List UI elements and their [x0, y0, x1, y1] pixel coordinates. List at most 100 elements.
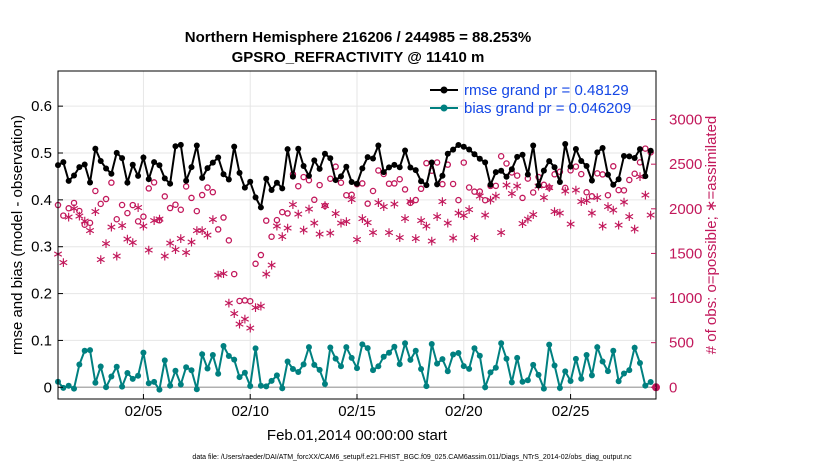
bias-point — [610, 347, 617, 354]
bias-point — [450, 351, 457, 358]
bias-point — [167, 382, 174, 389]
possible-obs-marker — [268, 233, 275, 240]
possible-obs-marker — [610, 163, 617, 170]
assimilated-obs-marker: ∗ — [122, 231, 134, 247]
bias-point — [556, 384, 563, 391]
assimilated-obs-marker: ∗ — [244, 321, 256, 337]
possible-obs-marker — [620, 187, 628, 194]
possible-obs-marker — [417, 185, 425, 193]
assimilated-obs-marker: ∗ — [207, 212, 219, 228]
bias-point — [546, 341, 553, 348]
possible-obs-marker — [76, 207, 83, 215]
assimilated-obs-marker: ∗ — [356, 211, 368, 227]
bias-point — [321, 380, 328, 387]
assimilated-obs-marker: ∗ — [522, 212, 534, 228]
rmse-point — [279, 185, 286, 192]
assimilated-obs-marker: ∗ — [538, 190, 550, 206]
assimilated-obs-marker: ∗ — [426, 233, 438, 249]
possible-obs-marker — [407, 199, 414, 207]
rmse-point — [594, 149, 601, 156]
bias-point — [209, 352, 216, 359]
rmse-point — [284, 146, 291, 153]
bias-point — [354, 365, 360, 372]
rmse-point — [620, 152, 627, 159]
bias-point — [140, 349, 147, 356]
bias-point — [487, 369, 494, 376]
bias-point — [241, 369, 248, 376]
bias-point — [514, 354, 521, 361]
possible-obs-marker — [631, 170, 638, 177]
rmse-point — [476, 155, 483, 162]
assimilated-obs-marker: ∗ — [159, 248, 171, 264]
bias-point — [428, 341, 435, 348]
possible-obs-marker — [583, 189, 590, 196]
possible-obs-marker — [364, 200, 371, 207]
possible-obs-marker — [465, 184, 473, 191]
assimilated-obs-marker: ∗ — [559, 183, 571, 199]
assimilated-obs-marker: ∗ — [324, 226, 336, 242]
assimilated-obs-marker: ∗ — [645, 207, 657, 223]
assimilated-obs-marker: ∗ — [389, 197, 401, 213]
assimilated-obs-marker: ∗ — [319, 198, 331, 214]
bias-point — [530, 361, 537, 368]
bias-point — [642, 382, 649, 389]
bias-point — [252, 345, 259, 352]
possible-obs-marker — [401, 186, 409, 193]
rmse-point — [60, 159, 67, 166]
rmse-point — [578, 158, 585, 165]
assimilated-obs-marker: ∗ — [442, 215, 454, 231]
rmse-point — [113, 149, 120, 156]
rmse-point — [337, 173, 344, 180]
rmse-point — [97, 157, 104, 164]
possible-obs-marker — [140, 213, 147, 220]
assimilated-obs-marker: ∗ — [570, 182, 582, 198]
rmse-point — [428, 159, 435, 166]
rmse-point — [498, 167, 505, 174]
possible-obs-marker — [316, 181, 323, 189]
right-tick-label: 0 — [669, 379, 677, 396]
assimilated-obs-marker: ∗ — [575, 194, 587, 210]
bias-point — [572, 355, 579, 362]
assimilated-obs-marker: ∗ — [607, 203, 619, 219]
assimilated-obs-marker: ∗ — [239, 311, 251, 327]
possible-obs-marker — [113, 215, 120, 223]
assimilated-obs-marker: ∗ — [79, 214, 91, 230]
bias-point — [188, 367, 195, 374]
bias-point — [551, 362, 558, 369]
assimilated-obs-marker: ∗ — [362, 215, 374, 231]
assimilated-obs-marker: ∗ — [303, 201, 315, 217]
bias-point — [81, 347, 88, 354]
bias-point — [386, 349, 393, 356]
assimilated-obs-marker: ∗ — [586, 206, 598, 222]
assimilated-obs-marker: ∗ — [394, 230, 406, 246]
rmse-point — [124, 179, 131, 186]
left-tick-label: 0.5 — [31, 145, 52, 162]
possible-obs-marker — [369, 187, 377, 195]
possible-obs-marker — [150, 179, 158, 186]
possible-obs-marker — [188, 194, 195, 202]
possible-obs-marker — [166, 204, 174, 212]
possible-obs-marker — [262, 217, 270, 224]
possible-obs-marker — [449, 180, 457, 188]
bias-point — [337, 363, 344, 370]
possible-obs-marker — [92, 187, 99, 195]
assimilated-obs-marker: ∗ — [132, 200, 144, 216]
possible-obs-marker — [460, 159, 468, 166]
assimilated-obs-marker: ∗ — [164, 236, 176, 252]
rmse-point — [81, 161, 88, 168]
rmse-point — [263, 175, 270, 182]
assimilated-obs-marker: ∗ — [453, 205, 465, 221]
rmse-point — [551, 164, 558, 171]
assimilated-obs-marker: ∗ — [511, 179, 523, 195]
data-file-footer: data file: /Users/raeder/DAI/ATM_forcXX/… — [192, 454, 632, 461]
bias-point — [412, 347, 419, 354]
bias-point — [631, 344, 638, 351]
possible-obs-marker — [503, 160, 510, 167]
bias-point — [519, 378, 526, 385]
rmse-point — [540, 167, 547, 174]
bias-line — [57, 339, 652, 393]
rmse-point — [76, 164, 83, 171]
bias-point — [71, 385, 78, 392]
plot-area: ∗∗∗∗∗∗∗∗∗∗∗∗∗∗∗∗∗∗∗∗∗∗∗∗∗∗∗∗∗∗∗∗∗∗∗∗∗∗∗∗… — [52, 70, 660, 400]
